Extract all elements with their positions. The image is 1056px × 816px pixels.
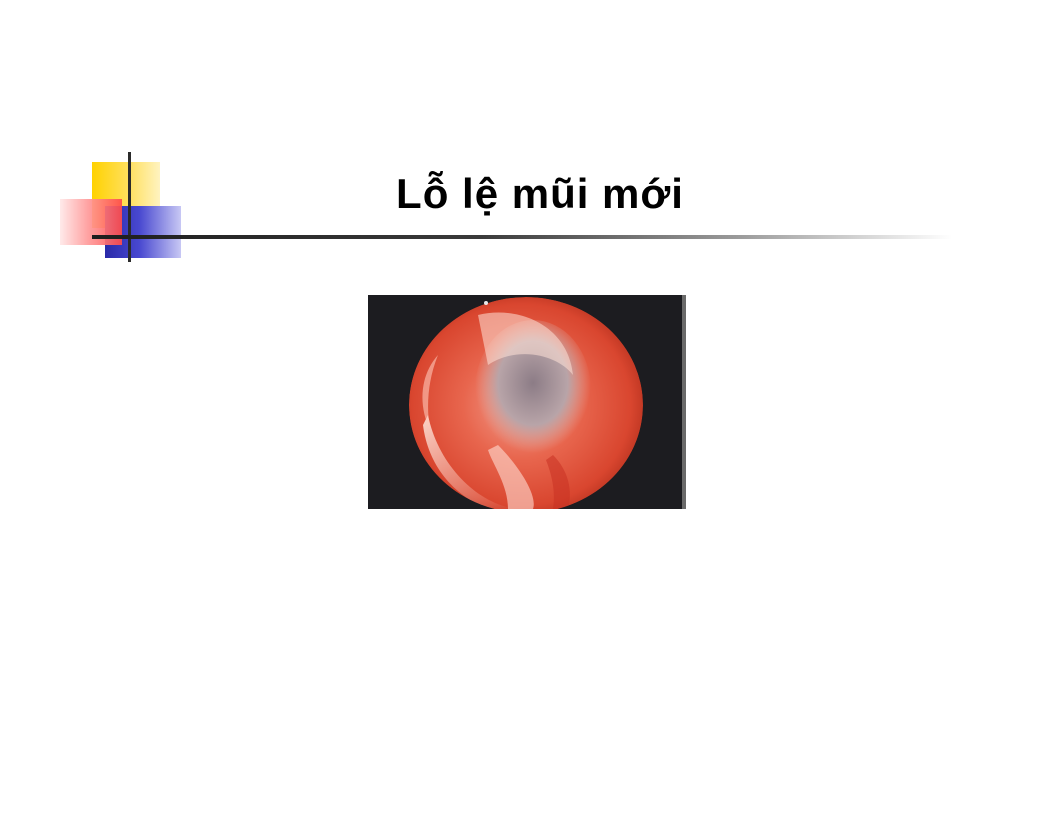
decor-vertical-line	[128, 152, 131, 262]
slide-title: Lỗ lệ mũi mới	[396, 170, 684, 217]
title-underline-rule	[92, 235, 952, 239]
endoscopic-image	[368, 295, 686, 509]
endoscopic-photo-graphic	[368, 295, 686, 509]
